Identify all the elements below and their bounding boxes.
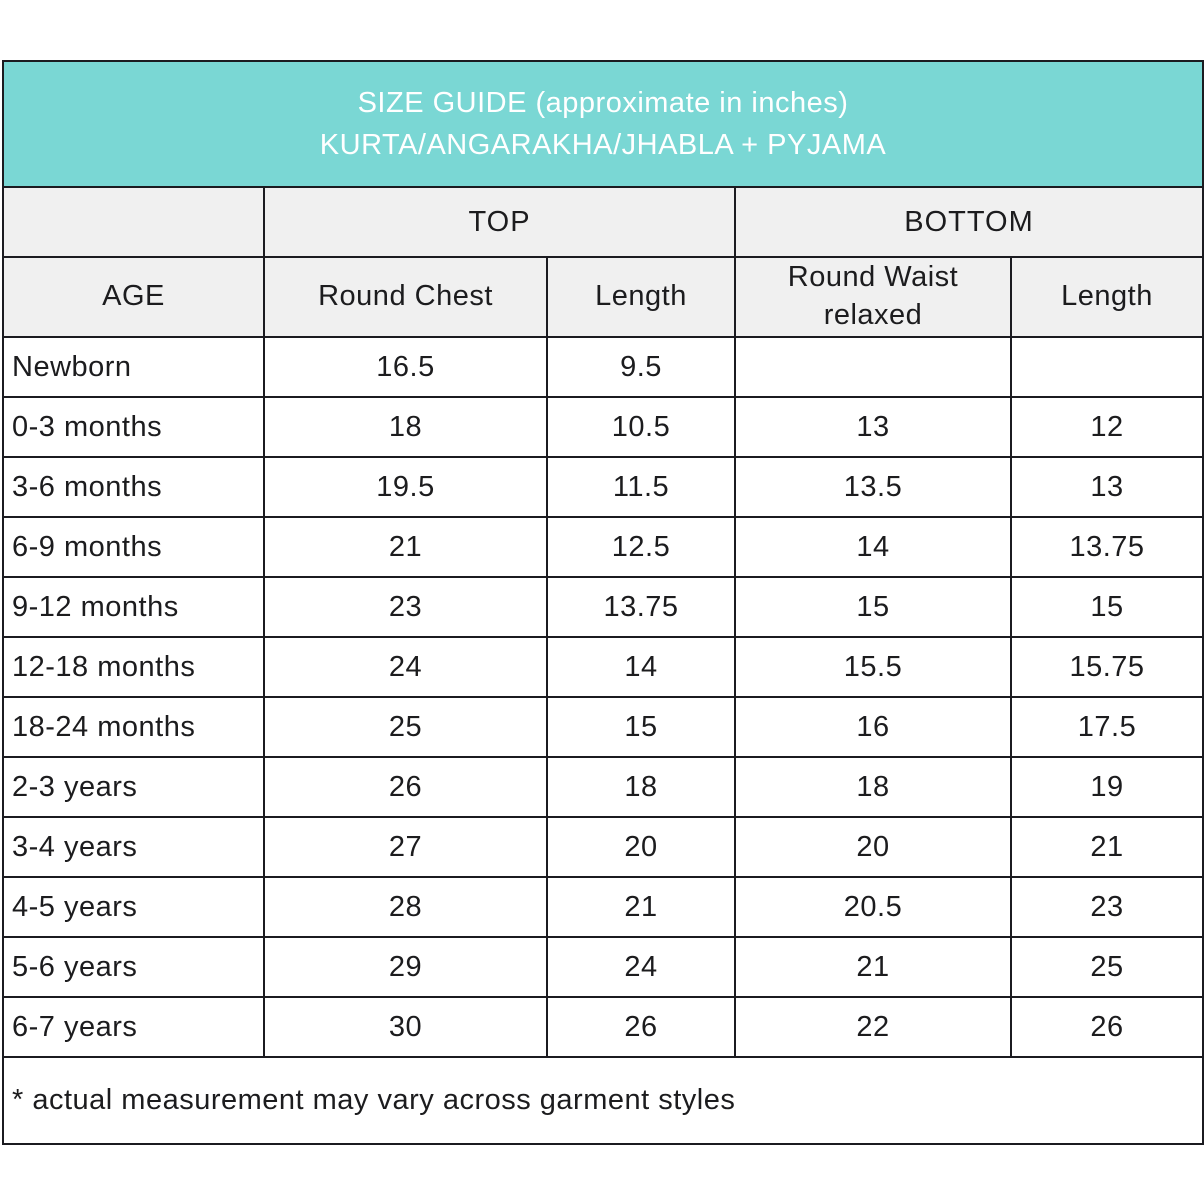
age-cell: 6-7 years	[2, 996, 265, 1058]
bottom-length-cell: 13	[1009, 456, 1204, 518]
table-row: 3-6 months 19.5 11.5 13.5 13	[2, 456, 1204, 518]
size-guide-title-line1: SIZE GUIDE (approximate in inches)	[357, 86, 849, 119]
round-chest-cell: 26	[263, 756, 548, 818]
round-chest-cell: 16.5	[263, 336, 548, 398]
round-waist-cell: 14	[734, 516, 1012, 578]
top-length-cell: 9.5	[546, 336, 736, 398]
round-chest-cell: 21	[263, 516, 548, 578]
column-header-round-waist-label: Round Waist relaxed	[787, 261, 959, 331]
age-cell: 6-9 months	[2, 516, 265, 578]
footnote-row: * actual measurement may vary across gar…	[1, 1056, 1204, 1145]
bottom-length-cell: 23	[1009, 876, 1204, 938]
bottom-length-cell: 26	[1009, 996, 1204, 1058]
top-length-cell: 18	[546, 756, 736, 818]
table-row: 12-18 months 24 14 15.5 15.75	[2, 636, 1204, 698]
round-waist-cell: 16	[734, 696, 1012, 758]
top-length-cell: 24	[546, 936, 736, 998]
group-header-row: TOP BOTTOM	[2, 186, 1204, 258]
table-row: Newborn 16.5 9.5	[2, 336, 1204, 398]
top-length-cell: 14	[546, 636, 736, 698]
round-waist-cell: 13	[734, 396, 1012, 458]
table-row: 4-5 years 28 21 20.5 23	[2, 876, 1204, 938]
round-chest-cell: 24	[263, 636, 548, 698]
column-header-round-chest: Round Chest	[263, 256, 548, 338]
top-length-cell: 26	[546, 996, 736, 1058]
age-cell: 3-4 years	[2, 816, 265, 878]
bottom-length-cell: 25	[1009, 936, 1204, 998]
footnote: * actual measurement may vary across gar…	[1, 1056, 1204, 1145]
round-chest-cell: 23	[263, 576, 548, 638]
age-cell: 5-6 years	[2, 936, 265, 998]
group-header-empty	[2, 186, 265, 258]
bottom-length-cell: 15.75	[1009, 636, 1204, 698]
table-row: 6-9 months 21 12.5 14 13.75	[2, 516, 1204, 578]
round-waist-cell: 13.5	[734, 456, 1012, 518]
table-row: 9-12 months 23 13.75 15 15	[2, 576, 1204, 638]
age-cell: 12-18 months	[2, 636, 265, 698]
size-guide-title-line2: KURTA/ANGARAKHA/JHABLA + PYJAMA	[319, 129, 887, 161]
size-guide-header: SIZE GUIDE (approximate in inches) KURTA…	[1, 60, 1204, 188]
round-chest-cell: 28	[263, 876, 548, 938]
column-header-bottom-length: Length	[1009, 256, 1204, 338]
round-waist-cell: 15	[734, 576, 1012, 638]
round-chest-cell: 30	[263, 996, 548, 1058]
top-length-cell: 20	[546, 816, 736, 878]
round-waist-cell: 15.5	[734, 636, 1012, 698]
size-guide-table: SIZE GUIDE (approximate in inches) KURTA…	[1, 60, 1204, 1145]
bottom-length-cell: 17.5	[1009, 696, 1204, 758]
bottom-length-cell: 13.75	[1009, 516, 1204, 578]
bottom-length-cell: 15	[1009, 576, 1204, 638]
bottom-length-cell: 19	[1009, 756, 1204, 818]
table-row: 6-7 years 30 26 22 26	[2, 996, 1204, 1058]
table-row: 3-4 years 27 20 20 21	[2, 816, 1204, 878]
column-header-age: AGE	[2, 256, 265, 338]
round-waist-cell: 20	[734, 816, 1012, 878]
round-chest-cell: 18	[263, 396, 548, 458]
bottom-length-cell	[1009, 336, 1204, 398]
round-waist-cell: 20.5	[734, 876, 1012, 938]
round-waist-cell: 22	[734, 996, 1012, 1058]
age-cell: 3-6 months	[2, 456, 265, 518]
top-length-cell: 10.5	[546, 396, 736, 458]
age-cell: Newborn	[2, 336, 265, 398]
round-chest-cell: 29	[263, 936, 548, 998]
age-cell: 4-5 years	[2, 876, 265, 938]
table-row: 18-24 months 25 15 16 17.5	[2, 696, 1204, 758]
age-cell: 18-24 months	[2, 696, 265, 758]
bottom-length-cell: 21	[1009, 816, 1204, 878]
title-row: SIZE GUIDE (approximate in inches) KURTA…	[1, 60, 1204, 188]
round-waist-cell	[734, 336, 1012, 398]
group-header-top: TOP	[263, 186, 736, 258]
top-length-cell: 13.75	[546, 576, 736, 638]
column-header-top-length: Length	[546, 256, 736, 338]
top-length-cell: 11.5	[546, 456, 736, 518]
table-row: 5-6 years 29 24 21 25	[2, 936, 1204, 998]
top-length-cell: 21	[546, 876, 736, 938]
page: SIZE GUIDE (approximate in inches) KURTA…	[1, 60, 1204, 1145]
table-row: 0-3 months 18 10.5 13 12	[2, 396, 1204, 458]
round-chest-cell: 27	[263, 816, 548, 878]
round-waist-cell: 18	[734, 756, 1012, 818]
age-cell: 2-3 years	[2, 756, 265, 818]
age-cell: 9-12 months	[2, 576, 265, 638]
round-waist-cell: 21	[734, 936, 1012, 998]
round-chest-cell: 25	[263, 696, 548, 758]
bottom-length-cell: 12	[1009, 396, 1204, 458]
age-cell: 0-3 months	[2, 396, 265, 458]
table-row: 2-3 years 26 18 18 19	[2, 756, 1204, 818]
column-header-row: AGE Round Chest Length Round Waist relax…	[2, 256, 1204, 338]
top-length-cell: 12.5	[546, 516, 736, 578]
column-header-round-waist: Round Waist relaxed	[734, 256, 1012, 338]
top-length-cell: 15	[546, 696, 736, 758]
group-header-bottom: BOTTOM	[733, 186, 1204, 258]
round-chest-cell: 19.5	[263, 456, 548, 518]
